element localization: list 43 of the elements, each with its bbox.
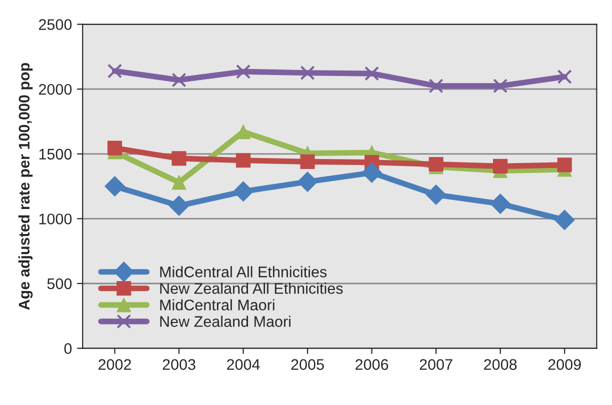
point (364, 66, 380, 81)
legend-label: New Zealand All Ethnicities (160, 282, 343, 294)
point (554, 210, 575, 230)
point (104, 176, 125, 196)
point (426, 184, 446, 205)
point (300, 154, 315, 169)
x-tick-label: 2008 (484, 359, 517, 370)
point (107, 140, 122, 156)
point (172, 175, 186, 190)
point (493, 78, 508, 94)
x-tick-label: 2003 (162, 359, 196, 370)
y-tick-label: 1500 (39, 148, 72, 160)
point (557, 158, 572, 172)
x-tick-label: 2009 (548, 359, 581, 370)
legend-label: MidCentral Maori (160, 299, 274, 310)
point (362, 162, 382, 183)
point (236, 64, 251, 79)
point (107, 64, 122, 78)
y-tick-label: 1000 (39, 214, 72, 224)
x-tick-label: 2005 (291, 359, 324, 370)
y-tick-label: 0 (64, 343, 72, 354)
legend-label: New Zealand Maori (160, 316, 290, 327)
legend-label: MidCentral All Ethnicities (160, 266, 327, 278)
point (428, 156, 444, 172)
point (297, 172, 318, 192)
x-tick-label: 2004 (227, 359, 260, 370)
point (493, 158, 508, 174)
x-tick-label: 2006 (356, 359, 388, 370)
point (300, 66, 315, 80)
point (428, 78, 444, 94)
y-axis-title: Age adjusted rate per 100,000 pop (18, 62, 33, 310)
point (168, 196, 190, 216)
x-tick-label: 2007 (420, 359, 452, 370)
y-tick-label: 2500 (38, 19, 72, 30)
point (490, 194, 510, 214)
point (172, 151, 186, 166)
point (236, 153, 251, 168)
y-tick-label: 2000 (38, 84, 72, 95)
point (233, 181, 254, 202)
x-tick-label: 2002 (98, 359, 131, 370)
point (172, 72, 186, 88)
y-tick-label: 500 (47, 278, 72, 290)
point (557, 69, 572, 84)
